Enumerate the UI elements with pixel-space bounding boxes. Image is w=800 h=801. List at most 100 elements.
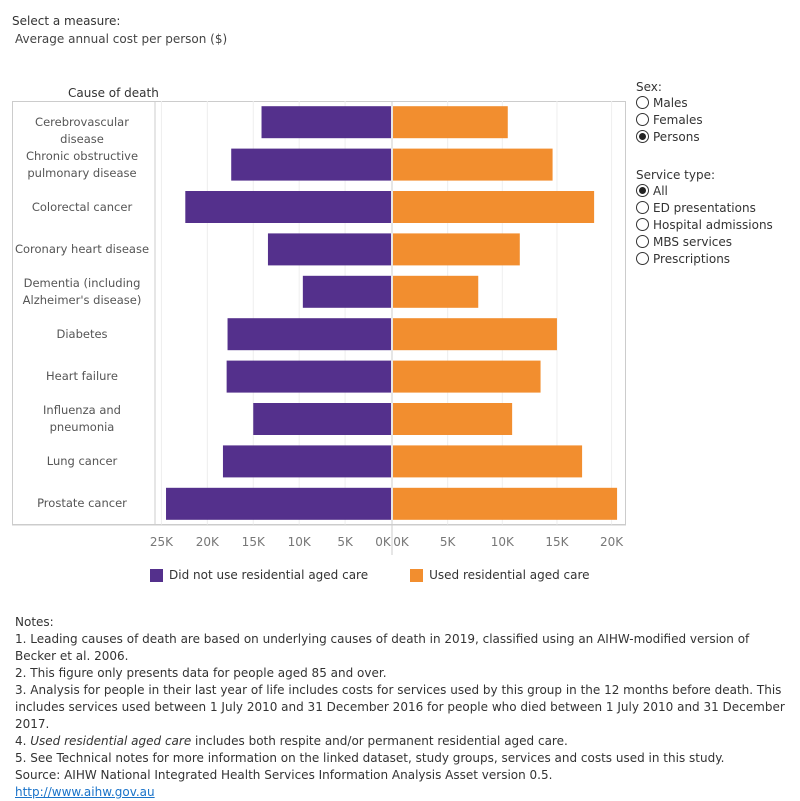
radio-label: Hospital admissions [653, 217, 773, 232]
tick-right: 0K [393, 535, 409, 549]
tick-right: 20K [600, 535, 624, 549]
chart-svg [12, 101, 626, 555]
category-label-line: Influenza and [43, 403, 121, 417]
bar-used[interactable] [393, 487, 618, 520]
notes: Notes: 1. Leading causes of death are ba… [15, 614, 790, 801]
bar-used[interactable] [393, 318, 557, 351]
bar-did-not-use[interactable] [231, 148, 391, 181]
radio-all[interactable]: All [636, 182, 773, 199]
service-filter: Service type: All ED presentations Hospita… [636, 168, 773, 267]
category-label: Heart failure [12, 368, 152, 385]
tick-right: 15K [545, 535, 569, 549]
note-4-em: Used residential aged care [30, 734, 192, 748]
radio-circle-icon[interactable] [636, 113, 649, 126]
radio-circle-icon[interactable] [636, 218, 649, 231]
sex-filter: Sex: Males Females Persons [636, 80, 703, 145]
radio-circle-icon[interactable] [636, 201, 649, 214]
tick-left: 25K [149, 535, 173, 549]
bar-did-not-use[interactable] [185, 191, 391, 223]
bar-used[interactable] [393, 275, 479, 308]
category-label-line: Prostate cancer [37, 496, 127, 511]
bar-did-not-use[interactable] [226, 360, 391, 393]
bar-used[interactable] [393, 148, 553, 181]
tick-left: 20K [195, 535, 219, 549]
note-5: 5. See Technical notes for more informat… [15, 751, 725, 765]
legend-swatch-orange [410, 568, 424, 582]
category-label-line: Heart failure [46, 369, 118, 384]
legend-swatch-purple [150, 568, 163, 582]
bar-used[interactable] [393, 191, 595, 223]
bar-used[interactable] [393, 360, 541, 393]
category-label-line: Colorectal cancer [31, 199, 133, 214]
bar-did-not-use[interactable] [302, 275, 391, 308]
radio-males[interactable]: Males [636, 94, 703, 111]
category-label: Cerebrovascular disease [12, 114, 152, 148]
measure-label: Select a measure: [12, 14, 121, 28]
category-label: Lung cancer [12, 453, 152, 470]
bar-did-not-use[interactable] [222, 445, 391, 478]
radio-label: MBS services [653, 234, 733, 249]
tick-right: 5K [439, 535, 456, 549]
bar-did-not-use[interactable] [267, 233, 391, 266]
category-label: Colorectal cancer [12, 199, 152, 216]
bar-did-not-use[interactable] [261, 106, 391, 139]
note-4-num: 4. [15, 734, 31, 748]
note-4: 4. Used residential aged care includes b… [15, 733, 790, 750]
tick-left: 15K [241, 535, 265, 549]
bar-did-not-use[interactable] [227, 318, 391, 351]
tick-right: 10K [490, 535, 514, 549]
radio-circle-icon[interactable] [636, 96, 649, 109]
service-filter-title: Service type: [636, 168, 716, 182]
bar-did-not-use[interactable] [166, 487, 391, 520]
radio-label: Persons [653, 129, 700, 144]
category-label-line: Chronic obstructive [25, 148, 139, 163]
source: Source: AIHW National Integrated Health … [15, 768, 553, 782]
category-label: Dementia (including Alzheimer's disease) [12, 275, 152, 309]
radio-label: Prescriptions [653, 251, 731, 266]
radio-circle-icon[interactable] [636, 252, 649, 265]
legend-label-did-not-use: Did not use residential aged care [169, 568, 369, 582]
legend: Did not use residential aged care Used r… [150, 568, 590, 582]
measure-select[interactable]: Average annual cost per person ($) [15, 32, 228, 46]
aihw-link[interactable]: http://www.aihw.gov.au [15, 785, 155, 799]
category-label-line: Diabetes [56, 326, 108, 341]
category-label-line: pneumonia [49, 420, 115, 434]
category-label: Prostate cancer [12, 495, 152, 512]
sex-filter-title: Sex: [636, 80, 662, 94]
bar-used[interactable] [393, 106, 508, 139]
tick-left: 10K [287, 535, 311, 549]
radio-females[interactable]: Females [636, 111, 703, 128]
radio-label: Males [653, 95, 688, 110]
y-axis-title: Cause of death [68, 86, 159, 100]
radio-circle-icon[interactable] [636, 184, 649, 197]
bar-used[interactable] [393, 403, 513, 435]
radio-mbs-services[interactable]: MBS services [636, 233, 773, 250]
category-label-line: Lung cancer [46, 453, 118, 468]
category-label: Coronary heart disease [12, 241, 152, 258]
radio-label: ED presentations [653, 200, 756, 215]
radio-hospital-admissions[interactable]: Hospital admissions [636, 216, 773, 233]
radio-label: All [653, 183, 668, 198]
radio-label: Females [653, 112, 703, 127]
radio-circle-icon[interactable] [636, 130, 649, 143]
note-2: 2. This figure only presents data for pe… [15, 666, 387, 680]
note-1: 1. Leading causes of death are based on … [15, 632, 750, 663]
category-label: Diabetes [12, 326, 152, 343]
bar-did-not-use[interactable] [253, 403, 391, 435]
notes-title: Notes: [15, 615, 54, 629]
legend-label-used: Used residential aged care [429, 568, 590, 582]
category-label: Chronic obstructive pulmonary disease [12, 148, 152, 182]
note-4-text: includes both respite and/or permanent r… [191, 734, 568, 748]
bar-used[interactable] [393, 233, 520, 266]
bar-used[interactable] [393, 445, 583, 478]
category-label-line: pulmonary disease [27, 165, 137, 180]
category-label-line: Dementia (including [23, 275, 141, 290]
category-label-line: Cerebrovascular disease [35, 114, 129, 146]
radio-circle-icon[interactable] [636, 235, 649, 248]
tick-left: 0K [375, 535, 391, 549]
note-3: 3. Analysis for people in their last yea… [15, 683, 785, 731]
radio-ed-presentations[interactable]: ED presentations [636, 199, 773, 216]
category-label: Influenza and pneumonia [12, 402, 152, 436]
radio-prescriptions[interactable]: Prescriptions [636, 250, 773, 267]
radio-persons[interactable]: Persons [636, 128, 703, 145]
